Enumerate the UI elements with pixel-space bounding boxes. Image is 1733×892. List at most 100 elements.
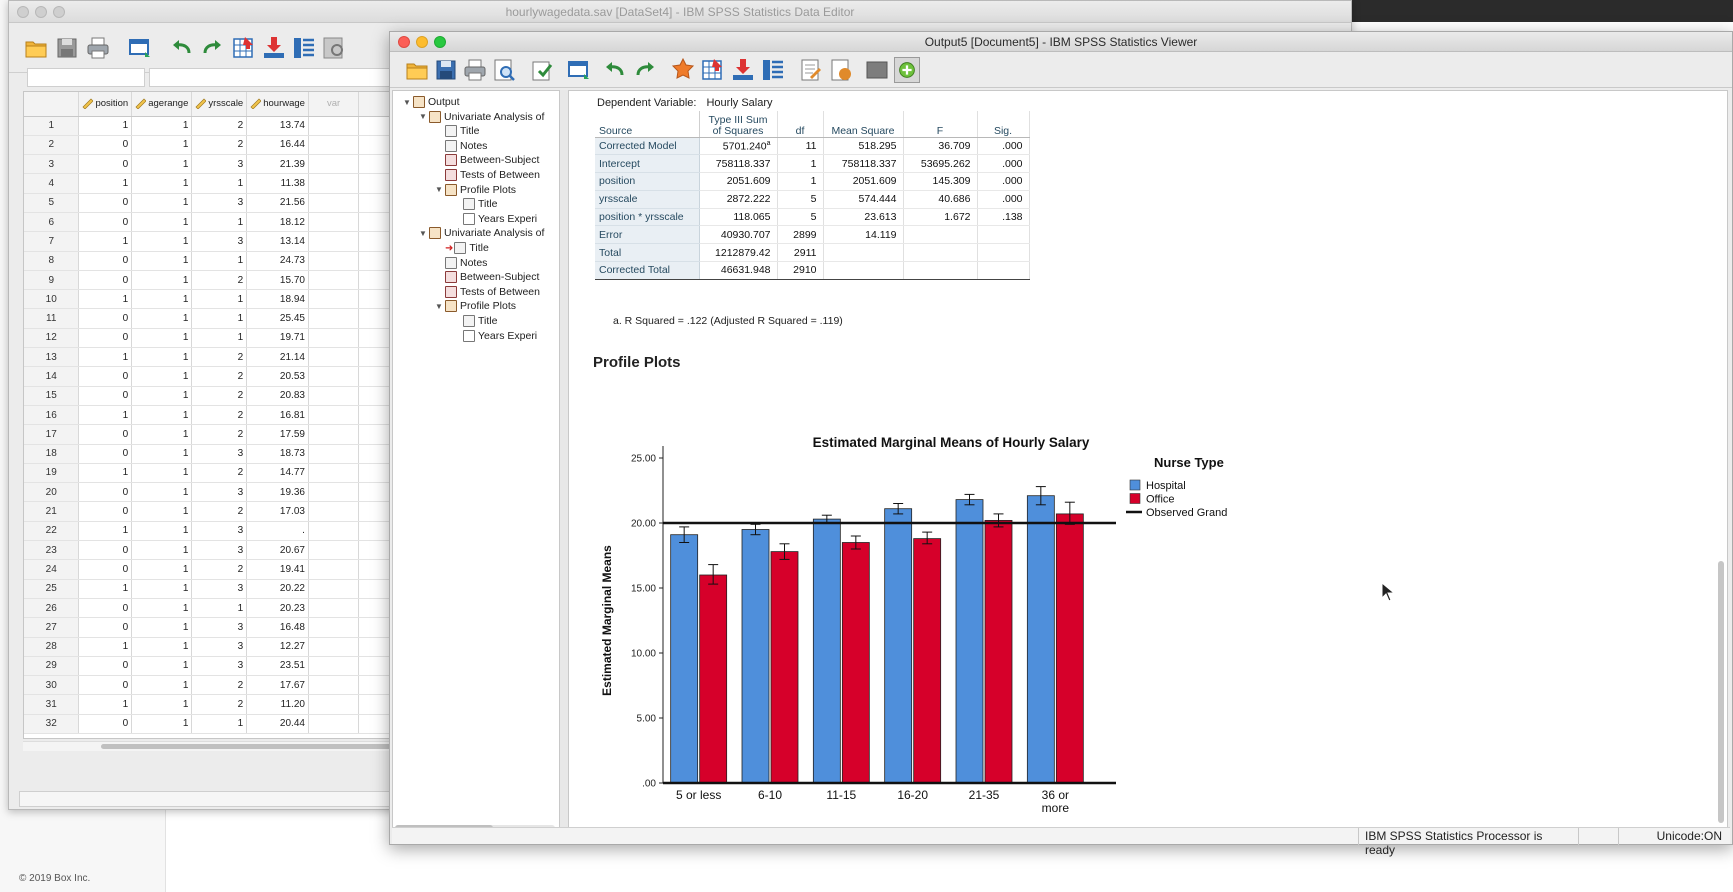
outline-node[interactable]: ➜ Title — [435, 241, 489, 255]
data-cell[interactable]: 1 — [78, 637, 133, 657]
data-cell[interactable]: 1 — [131, 212, 193, 233]
empty-cell[interactable] — [308, 270, 360, 291]
row-number[interactable]: 9 — [24, 270, 80, 291]
variables-icon[interactable] — [760, 57, 786, 83]
goto-variable-icon[interactable] — [261, 35, 287, 61]
empty-cell[interactable] — [308, 328, 360, 349]
scrollbar-thumb[interactable] — [1718, 561, 1724, 823]
data-cell[interactable]: 1 — [78, 694, 133, 715]
insert-title-icon[interactable] — [828, 57, 854, 83]
row-number[interactable]: 23 — [24, 540, 80, 561]
row-number[interactable]: 20 — [24, 482, 80, 503]
table-row[interactable]: 25 1 1 3 20.22 — [24, 579, 405, 599]
table-row[interactable]: 20 0 1 3 19.36 — [24, 482, 405, 503]
data-cell[interactable]: 21.39 — [246, 154, 309, 175]
expand-triangle-icon[interactable]: ▼ — [403, 97, 411, 107]
empty-cell[interactable] — [308, 135, 360, 156]
table-row[interactable]: 21 0 1 2 17.03 — [24, 501, 405, 522]
row-number[interactable]: 31 — [24, 694, 80, 715]
table-row[interactable]: 17 0 1 2 17.59 — [24, 424, 405, 445]
data-cell[interactable]: 17.59 — [246, 424, 309, 445]
empty-cell[interactable] — [308, 386, 360, 406]
table-row[interactable]: 30 0 1 2 17.67 — [24, 675, 405, 696]
expand-triangle-icon[interactable]: ▼ — [435, 185, 443, 195]
outline-node[interactable]: Title — [453, 197, 497, 211]
cell-reference-field[interactable] — [27, 68, 145, 87]
data-cell[interactable]: 2 — [191, 116, 248, 136]
table-row[interactable]: 4 1 1 1 11.38 — [24, 173, 405, 194]
data-cell[interactable]: 19.36 — [246, 482, 309, 503]
open-folder-icon[interactable] — [23, 35, 49, 61]
data-cell[interactable]: 1 — [131, 366, 193, 387]
data-cell[interactable]: 11.38 — [246, 173, 309, 194]
row-number[interactable]: 1 — [24, 116, 80, 136]
data-cell[interactable]: 0 — [78, 386, 133, 406]
data-cell[interactable]: 3 — [191, 482, 248, 503]
empty-cell[interactable] — [308, 289, 360, 310]
empty-cell[interactable] — [308, 173, 360, 194]
data-cell[interactable]: 3 — [191, 656, 248, 677]
row-number[interactable]: 11 — [24, 308, 80, 329]
row-number[interactable]: 24 — [24, 559, 80, 580]
data-cell[interactable]: 1 — [191, 212, 248, 233]
dialog-recall-icon[interactable] — [127, 35, 153, 61]
outline-node[interactable]: Tests of Between — [435, 168, 540, 182]
outline-node[interactable]: ▼ Univariate Analysis of — [419, 110, 544, 124]
table-row[interactable]: 23 0 1 3 20.67 — [24, 540, 405, 561]
data-cell[interactable]: 1 — [131, 231, 193, 252]
scrollbar-thumb[interactable] — [101, 744, 401, 749]
data-cell[interactable]: 3 — [191, 617, 248, 638]
data-cell[interactable]: 3 — [191, 193, 248, 213]
data-cell[interactable]: 1 — [131, 135, 193, 156]
expand-triangle-icon[interactable]: ▼ — [419, 112, 427, 122]
vertical-scrollbar[interactable] — [1717, 93, 1725, 833]
column-header[interactable]: position — [78, 92, 133, 117]
empty-cell[interactable] — [308, 212, 360, 233]
data-cell[interactable]: 3 — [191, 579, 248, 599]
table-row[interactable]: 10 1 1 1 18.94 — [24, 289, 405, 310]
data-cell[interactable]: 1 — [78, 347, 133, 368]
data-cell[interactable]: 3 — [191, 154, 248, 175]
row-number[interactable]: 6 — [24, 212, 80, 233]
empty-cell[interactable] — [308, 347, 360, 368]
table-row[interactable]: 16 1 1 2 16.81 — [24, 405, 405, 426]
data-cell[interactable]: 1 — [131, 328, 193, 349]
data-cell[interactable]: . — [246, 521, 309, 542]
data-cell[interactable]: 16.48 — [246, 617, 309, 638]
outline-node[interactable]: ▼ Profile Plots — [435, 183, 516, 197]
data-cell[interactable]: 2 — [191, 424, 248, 445]
data-cell[interactable]: 20.83 — [246, 386, 309, 406]
table-row[interactable]: 3 0 1 3 21.39 — [24, 154, 405, 175]
data-cell[interactable]: 2 — [191, 559, 248, 580]
empty-cell[interactable] — [308, 482, 360, 503]
undo-icon[interactable] — [602, 57, 628, 83]
outline-node[interactable]: Notes — [435, 256, 487, 270]
table-row[interactable]: 13 1 1 2 21.14 — [24, 347, 405, 368]
dialog-recall-icon[interactable] — [566, 57, 592, 83]
data-cell[interactable]: 20.23 — [246, 598, 309, 619]
data-cell[interactable]: 20.44 — [246, 714, 309, 735]
data-cell[interactable]: 1 — [131, 598, 193, 619]
row-number[interactable]: 13 — [24, 347, 80, 368]
data-cell[interactable]: 0 — [78, 270, 133, 291]
row-number[interactable]: 4 — [24, 173, 80, 194]
data-cell[interactable]: 18.12 — [246, 212, 309, 233]
data-cell[interactable]: 18.94 — [246, 289, 309, 310]
find-icon[interactable] — [321, 35, 347, 61]
outline-node[interactable]: ▼ Output — [403, 95, 460, 109]
row-number[interactable]: 32 — [24, 714, 80, 735]
data-cell[interactable]: 3 — [191, 637, 248, 657]
table-row[interactable]: 19 1 1 2 14.77 — [24, 463, 405, 484]
data-cell[interactable]: 19.41 — [246, 559, 309, 580]
empty-cell[interactable] — [308, 637, 360, 657]
close-button[interactable] — [398, 36, 410, 48]
data-grid[interactable]: position agerange yrsscale hourwage var … — [23, 91, 406, 739]
row-number[interactable]: 2 — [24, 135, 80, 156]
print-preview-icon[interactable] — [491, 57, 517, 83]
data-cell[interactable]: 0 — [78, 251, 133, 271]
empty-cell[interactable] — [308, 231, 360, 252]
data-cell[interactable]: 0 — [78, 559, 133, 580]
data-cell[interactable]: 1 — [131, 347, 193, 368]
outline-pane[interactable]: ▼ Output ▼ Univariate Analysis of Title Notes… — [392, 90, 560, 835]
row-number[interactable]: 5 — [24, 193, 80, 213]
